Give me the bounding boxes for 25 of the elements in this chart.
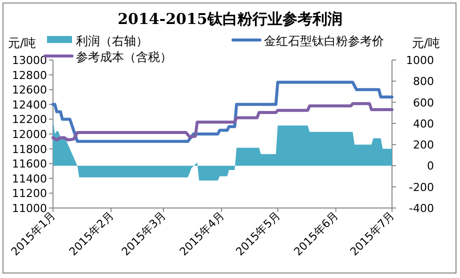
- y2-tick-label: -400: [409, 202, 434, 215]
- y2-axis-title: 元/吨: [412, 36, 440, 50]
- y-tick-label: 12400: [12, 98, 47, 112]
- y-tick-label: 12800: [12, 68, 47, 82]
- y2-tick-label: 1000: [406, 54, 434, 67]
- y-tick-label: 11200: [12, 187, 47, 200]
- y2-tick-label: -200: [409, 180, 434, 194]
- legend-label: 利润（右轴）: [76, 34, 148, 48]
- y-axis-title: 元/吨: [8, 36, 36, 50]
- y-tick-label: 11000: [12, 202, 47, 215]
- y-tick-label: 12200: [12, 113, 47, 126]
- y2-tick-label: 200: [413, 138, 434, 152]
- y-tick-label: 12600: [12, 84, 47, 97]
- legend-label: 金红石型钛白粉参考价: [264, 34, 384, 48]
- y-tick-label: 11400: [12, 172, 47, 186]
- y-tick-label: 11600: [12, 158, 47, 171]
- y-tick-label: 12000: [12, 128, 47, 141]
- y2-tick-label: 0: [427, 160, 434, 173]
- y-tick-label: 11800: [12, 142, 47, 156]
- y2-tick-label: 600: [413, 96, 434, 110]
- chart-title: 2014-2015钛白粉行业参考利润: [118, 10, 342, 28]
- y2-tick-label: 400: [413, 117, 434, 130]
- y-tick-label: 13000: [12, 54, 47, 67]
- y2-tick-label: 800: [413, 75, 434, 88]
- legend-label: 参考成本（含税）: [76, 50, 172, 64]
